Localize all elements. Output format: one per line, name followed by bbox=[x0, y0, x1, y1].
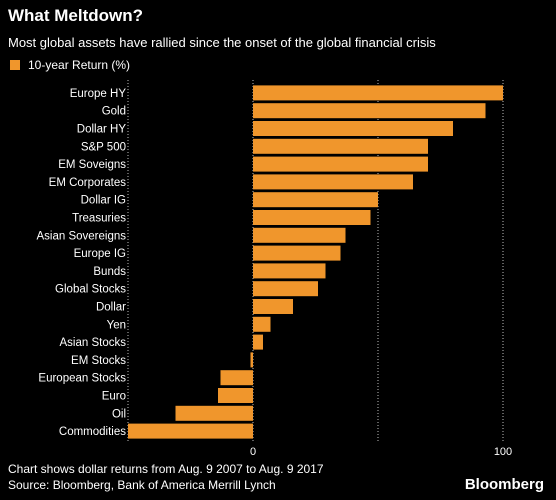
category-label: Gold bbox=[102, 106, 126, 118]
category-label: Europe HY bbox=[70, 88, 127, 100]
category-label: Treasuries bbox=[72, 213, 126, 225]
category-label: Dollar bbox=[96, 302, 126, 314]
bar bbox=[253, 138, 428, 154]
bar-chart: Europe HY Gold Dollar HY S&P 500 EM Soveigns… bbox=[37, 80, 512, 458]
category-label: EM Corporates bbox=[49, 177, 127, 189]
category-label: Yen bbox=[107, 319, 126, 331]
bar bbox=[253, 263, 326, 279]
chart-footnote: Chart shows dollar returns from Aug. 9 2… bbox=[8, 462, 324, 476]
bar bbox=[175, 405, 253, 421]
bar bbox=[250, 352, 253, 368]
category-label: Asian Sovereigns bbox=[37, 230, 127, 242]
legend-swatch bbox=[10, 60, 20, 70]
bar bbox=[253, 210, 371, 225]
bar bbox=[253, 281, 318, 297]
chart-source: Source: Bloomberg, Bank of America Merri… bbox=[8, 478, 276, 492]
x-tick-label: 100 bbox=[494, 446, 512, 458]
bar bbox=[253, 299, 293, 314]
category-label: EM Soveigns bbox=[58, 159, 126, 171]
bar bbox=[253, 103, 486, 119]
category-label: European Stocks bbox=[38, 373, 126, 385]
category-label: Bunds bbox=[93, 266, 126, 278]
category-label: Europe IG bbox=[74, 248, 126, 260]
bar bbox=[220, 370, 253, 386]
bar bbox=[253, 334, 263, 350]
bar bbox=[253, 85, 503, 101]
bar bbox=[253, 316, 271, 332]
chart-title: What Meltdown? bbox=[8, 6, 144, 25]
brand-logo: Bloomberg bbox=[464, 476, 544, 493]
category-label: Euro bbox=[102, 391, 126, 403]
bar bbox=[253, 174, 413, 190]
bar bbox=[218, 388, 253, 403]
category-label: Global Stocks bbox=[55, 284, 126, 296]
chart-subtitle: Most global assets have rallied since th… bbox=[8, 35, 436, 50]
category-label: Dollar IG bbox=[81, 195, 126, 207]
legend-label: 10-year Return (%) bbox=[28, 58, 131, 72]
category-label: S&P 500 bbox=[81, 141, 126, 153]
category-label: Commodities bbox=[59, 426, 126, 438]
bar bbox=[128, 423, 253, 439]
category-label: Dollar HY bbox=[77, 124, 127, 136]
bar bbox=[253, 227, 346, 243]
legend: 10-year Return (%) bbox=[10, 58, 130, 72]
bar bbox=[253, 192, 378, 208]
category-label: EM Stocks bbox=[71, 355, 126, 367]
bar bbox=[253, 156, 428, 172]
category-label: Asian Stocks bbox=[60, 337, 127, 349]
x-tick-label: 0 bbox=[250, 446, 256, 458]
bar bbox=[253, 245, 341, 261]
bar bbox=[253, 121, 453, 136]
category-label: Oil bbox=[112, 408, 126, 420]
